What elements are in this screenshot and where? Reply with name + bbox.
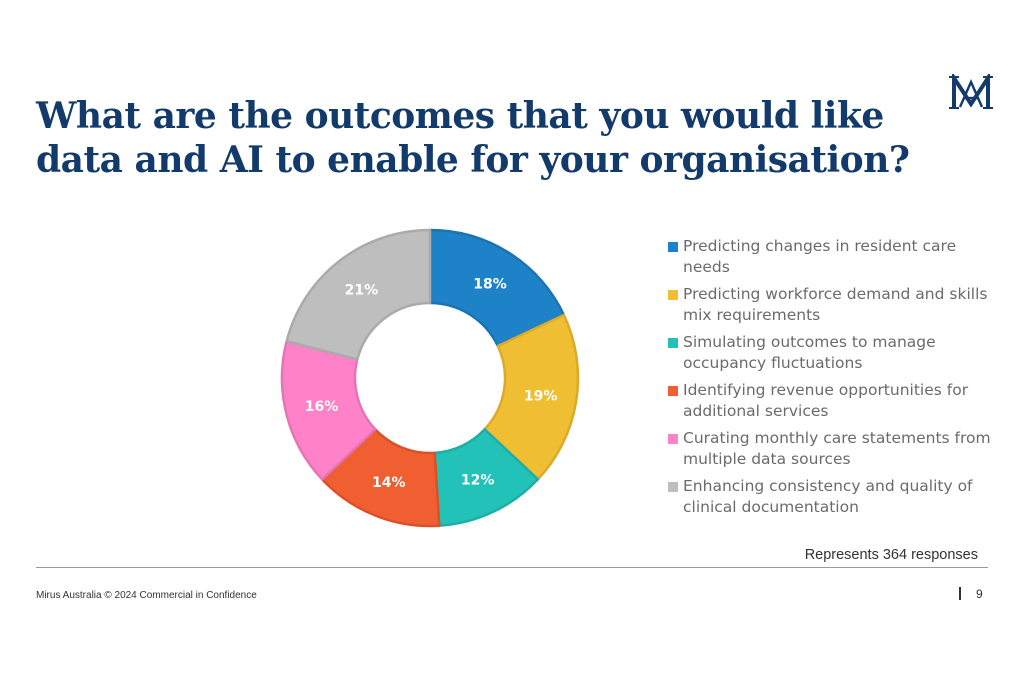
chart-legend: Predicting changes in resident care need…: [668, 236, 998, 524]
legend-item: Enhancing consistency and quality of cli…: [668, 476, 998, 518]
legend-swatch-icon: [668, 338, 678, 348]
legend-item: Identifying revenue opportunities for ad…: [668, 380, 998, 422]
page-number: 9: [976, 587, 983, 601]
slice-data-label: 19%: [524, 389, 558, 405]
legend-label: Curating monthly care statements from mu…: [683, 429, 991, 468]
legend-label: Enhancing consistency and quality of cli…: [683, 477, 973, 516]
legend-swatch-icon: [668, 482, 678, 492]
donut-slice-1: [428, 228, 566, 348]
legend-item: Predicting changes in resident care need…: [668, 236, 998, 278]
slide-title: What are the outcomes that you would lik…: [36, 95, 910, 181]
legend-item: Predicting workforce demand and skills m…: [668, 284, 998, 326]
footer-copyright: Mirus Australia © 2024 Commercial in Con…: [36, 590, 257, 601]
footer-divider: [36, 567, 988, 568]
donut-slice-2: [483, 313, 580, 481]
legend-item: Curating monthly care statements from mu…: [668, 428, 998, 470]
slice-data-label: 12%: [461, 472, 495, 488]
legend-swatch-icon: [668, 386, 678, 396]
response-count-note: Represents 364 responses: [804, 547, 978, 563]
legend-swatch-icon: [668, 242, 678, 252]
donut-slice-6: [285, 228, 432, 361]
legend-swatch-icon: [668, 290, 678, 300]
ma-monogram-logo: [949, 74, 993, 109]
slice-data-label: 14%: [372, 475, 406, 491]
legend-label: Identifying revenue opportunities for ad…: [683, 381, 969, 420]
legend-label: Predicting workforce demand and skills m…: [683, 285, 988, 324]
slice-data-label: 16%: [305, 399, 339, 415]
legend-item: Simulating outcomes to manage occupancy …: [668, 332, 998, 374]
donut-chart: 18% 19% 12% 14% 16% 21%: [280, 228, 580, 528]
slice-data-label: 18%: [473, 276, 507, 292]
legend-label: Predicting changes in resident care need…: [683, 237, 957, 276]
legend-label: Simulating outcomes to manage occupancy …: [683, 333, 936, 372]
page-number-separator: [959, 587, 961, 600]
slice-data-label: 21%: [345, 283, 379, 299]
legend-swatch-icon: [668, 434, 678, 444]
